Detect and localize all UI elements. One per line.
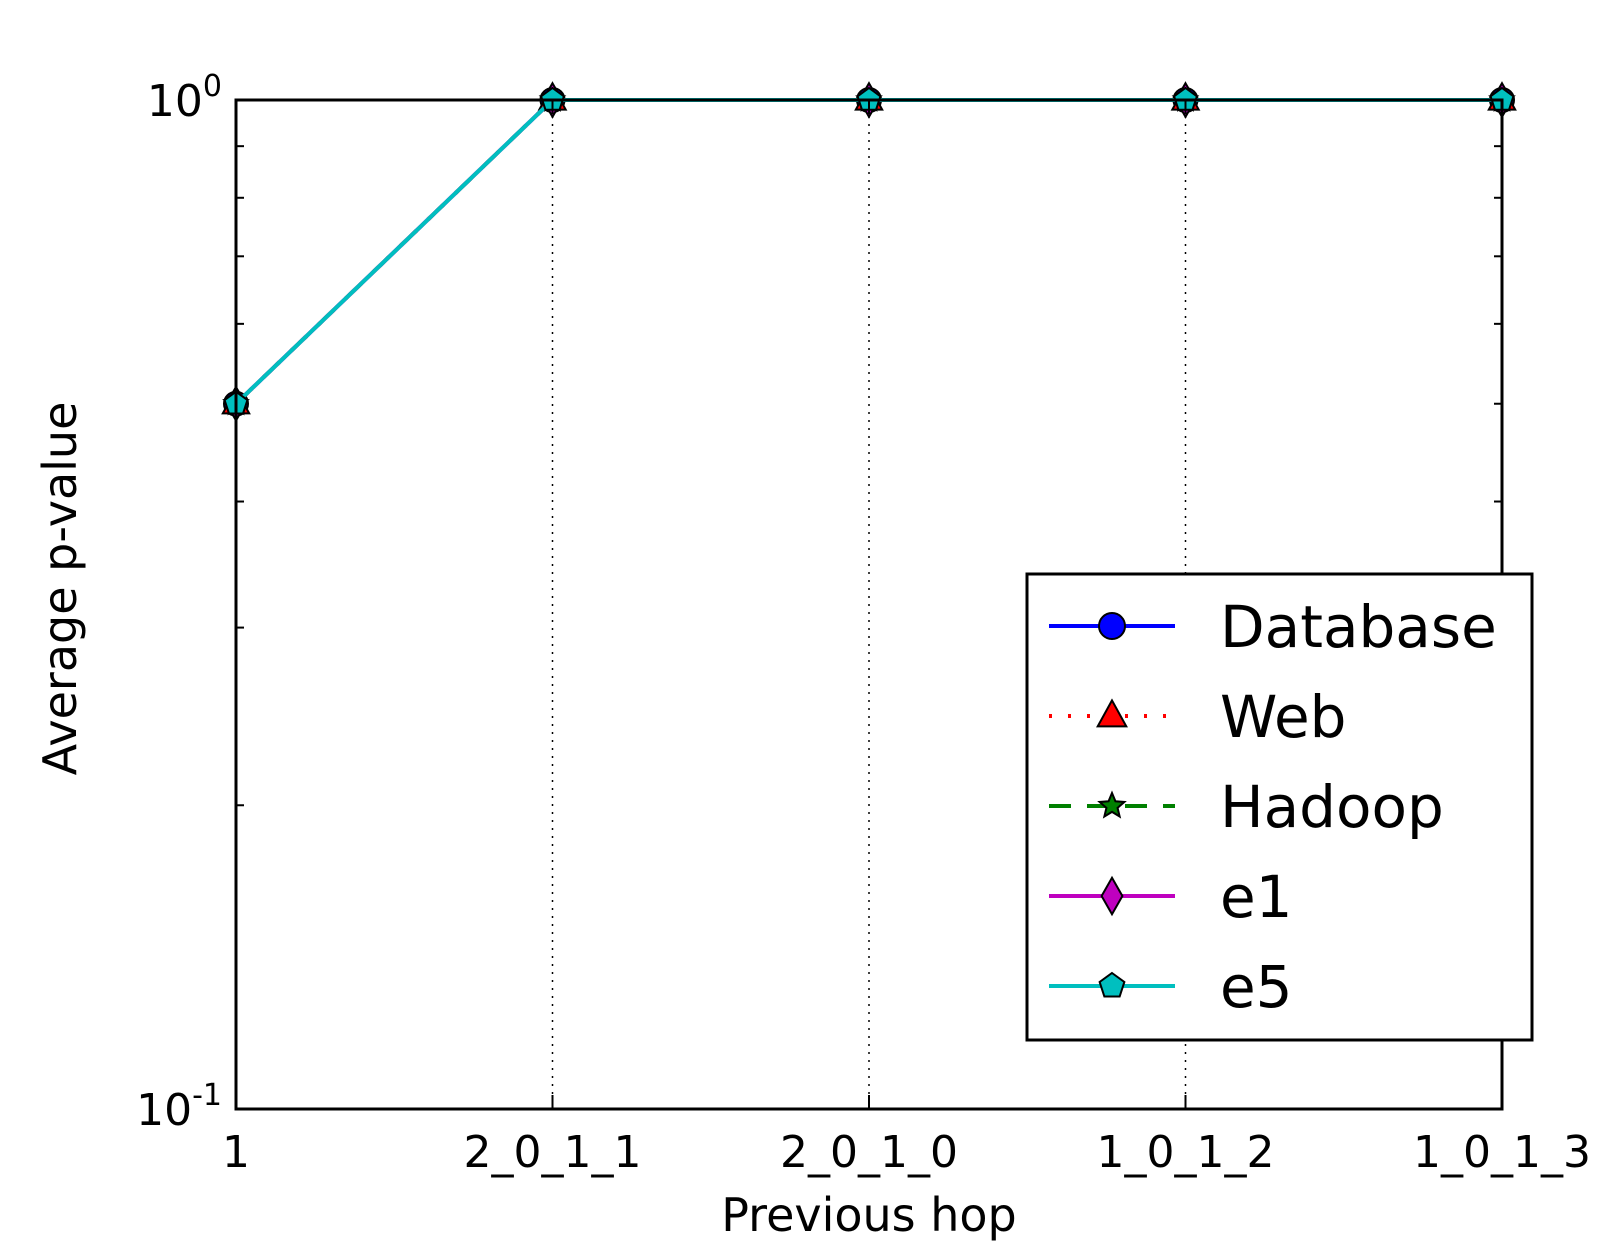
x-tick-label: 2_0_1_1 bbox=[464, 1127, 642, 1178]
legend-label: e5 bbox=[1220, 953, 1293, 1021]
legend: Database Web Hadoop e1 e5 bbox=[1025, 572, 1534, 1042]
x-tick-label: 1_0_1_2 bbox=[1097, 1127, 1275, 1178]
legend-marker bbox=[1098, 971, 1126, 998]
series-line bbox=[234, 98, 1502, 406]
legend-label: Hadoop bbox=[1220, 773, 1444, 841]
y-axis-label: Average p-value bbox=[33, 402, 87, 776]
series-line bbox=[234, 98, 1502, 406]
series-line bbox=[234, 98, 1502, 406]
y-tick-label: 10-1 bbox=[136, 1078, 222, 1136]
x-axis-label: Previous hop bbox=[721, 1188, 1017, 1242]
legend-marker bbox=[1100, 875, 1124, 917]
series-database bbox=[223, 87, 1515, 417]
series-line bbox=[234, 98, 1502, 406]
legend-item: Database bbox=[1049, 593, 1497, 661]
x-tick-label: 1 bbox=[222, 1127, 250, 1178]
legend-label: Web bbox=[1220, 683, 1346, 751]
legend-item: e5 bbox=[1049, 953, 1293, 1021]
x-tick-label: 1_0_1_3 bbox=[1413, 1127, 1591, 1178]
legend-item: Web bbox=[1049, 683, 1346, 751]
legend-item: e1 bbox=[1049, 863, 1293, 931]
legend-marker bbox=[1096, 698, 1128, 728]
legend-item: Hadoop bbox=[1049, 773, 1444, 841]
y-axis-ticks: 10-1 100 bbox=[136, 69, 1502, 1136]
series-line bbox=[234, 98, 1502, 406]
x-axis-ticks: 1 2_0_1_1 2_0_1_0 1_0_1_2 1_0_1_3 bbox=[222, 100, 1591, 1178]
legend-marker bbox=[1098, 612, 1126, 640]
legend-marker bbox=[1097, 790, 1127, 819]
legend-label: Database bbox=[1220, 593, 1497, 661]
legend-label: e1 bbox=[1220, 863, 1293, 931]
y-tick-label: 100 bbox=[147, 69, 222, 127]
x-tick-label: 2_0_1_0 bbox=[780, 1127, 958, 1178]
